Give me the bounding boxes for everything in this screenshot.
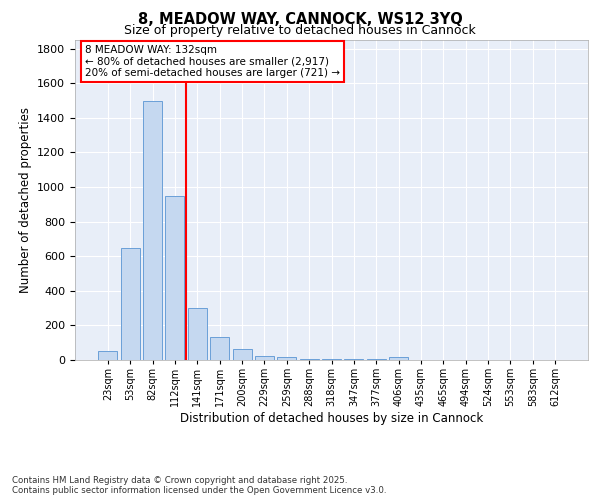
Text: Size of property relative to detached houses in Cannock: Size of property relative to detached ho…: [124, 24, 476, 37]
Bar: [389, 358, 408, 360]
Bar: [98, 352, 118, 360]
Bar: [367, 359, 386, 360]
Bar: [166, 196, 184, 360]
Bar: [344, 359, 364, 360]
Text: 8, MEADOW WAY, CANNOCK, WS12 3YQ: 8, MEADOW WAY, CANNOCK, WS12 3YQ: [137, 12, 463, 28]
Bar: [233, 349, 251, 360]
Bar: [255, 356, 274, 360]
Bar: [143, 100, 162, 360]
Bar: [188, 308, 207, 360]
Text: Contains HM Land Registry data © Crown copyright and database right 2025.
Contai: Contains HM Land Registry data © Crown c…: [12, 476, 386, 495]
Bar: [210, 336, 229, 360]
Bar: [299, 359, 319, 360]
Bar: [277, 358, 296, 360]
X-axis label: Distribution of detached houses by size in Cannock: Distribution of detached houses by size …: [180, 412, 483, 425]
Text: 8 MEADOW WAY: 132sqm
← 80% of detached houses are smaller (2,917)
20% of semi-de: 8 MEADOW WAY: 132sqm ← 80% of detached h…: [85, 45, 340, 78]
Y-axis label: Number of detached properties: Number of detached properties: [19, 107, 32, 293]
Bar: [121, 248, 140, 360]
Bar: [322, 359, 341, 360]
